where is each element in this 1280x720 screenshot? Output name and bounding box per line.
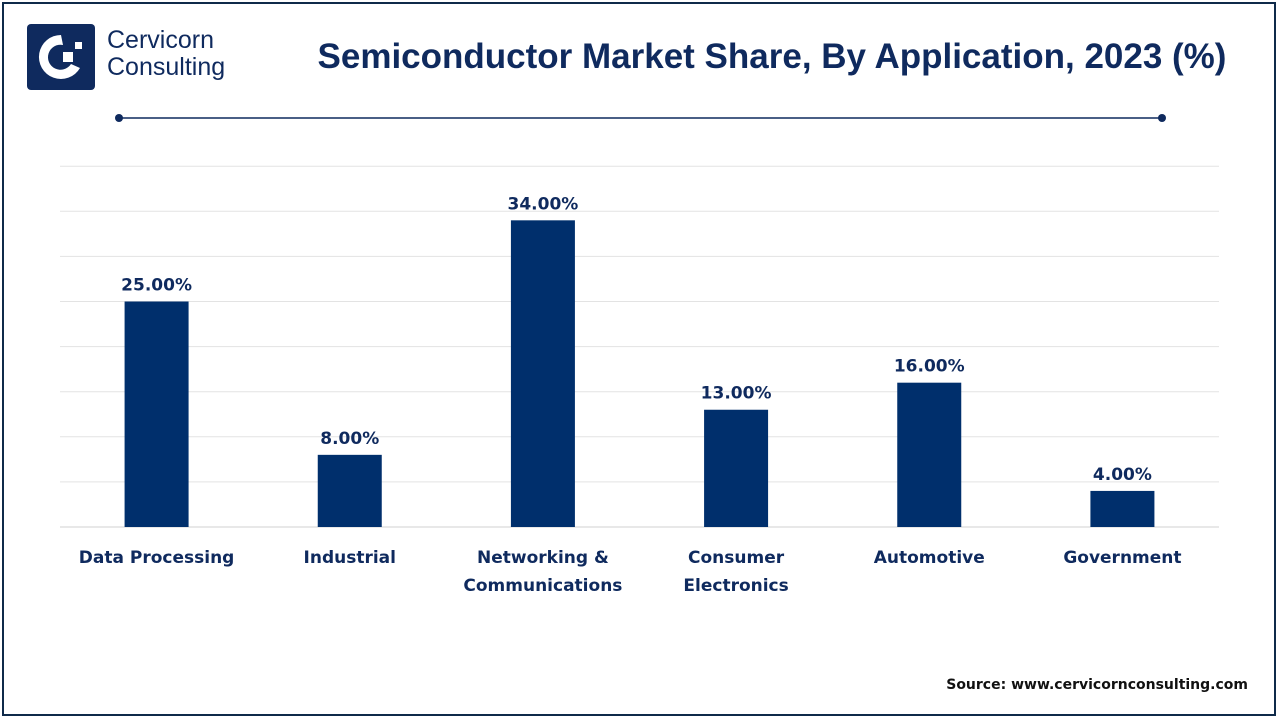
- brand-name-line1: Cervicorn: [107, 26, 214, 54]
- data-label: 34.00%: [508, 194, 579, 214]
- data-label: 25.00%: [121, 276, 192, 296]
- bar: [317, 454, 382, 527]
- bar: [897, 382, 962, 527]
- category-label: Industrial: [304, 548, 396, 568]
- source-note: Source: www.cervicornconsulting.com: [946, 677, 1248, 693]
- cervicorn-logo-icon: [27, 24, 95, 90]
- data-label: 16.00%: [894, 357, 965, 377]
- category-label: Consumer: [688, 548, 785, 568]
- category-label: Data Processing: [79, 548, 235, 568]
- brand-name-line2: Consulting: [107, 53, 226, 81]
- bar: [124, 301, 189, 527]
- category-label: Government: [1063, 548, 1181, 568]
- data-label: 4.00%: [1093, 465, 1152, 485]
- data-label: 8.00%: [320, 429, 379, 449]
- chart-title: Semiconductor Market Share, By Applicati…: [317, 37, 1227, 76]
- category-label: Networking &: [477, 548, 609, 568]
- brand-name: Cervicorn Consulting: [107, 27, 225, 81]
- category-label: Communications: [463, 576, 622, 596]
- category-label: Automotive: [874, 548, 985, 568]
- bar: [510, 220, 575, 527]
- bar: [1090, 490, 1155, 527]
- bar: [704, 409, 769, 527]
- data-label: 13.00%: [701, 384, 772, 404]
- brand-logo: Cervicorn Consulting: [27, 24, 257, 90]
- category-label: Electronics: [683, 576, 788, 596]
